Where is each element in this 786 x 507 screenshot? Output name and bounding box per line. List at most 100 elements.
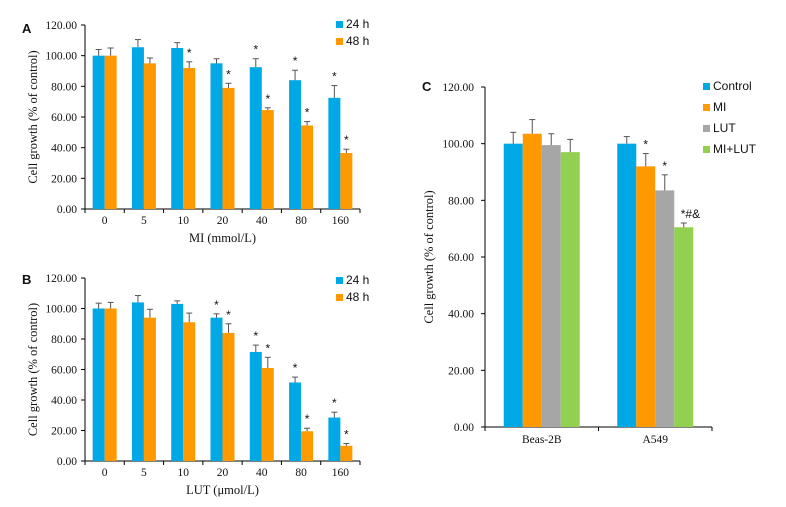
- x-tick-label-c-1: A549: [642, 434, 668, 446]
- y-tick-label-c-3: 60.00: [448, 252, 474, 264]
- bar-a-s0-c4: [249, 67, 262, 210]
- y-axis-title-c: Cell growth (% of control): [422, 190, 436, 323]
- y-tick-label-c-6: 120.00: [442, 82, 474, 94]
- bar-a-s0-c2: [171, 48, 184, 209]
- bar-a-s0-c0: [92, 55, 105, 209]
- x-tick-label-a-2: 10: [177, 215, 189, 227]
- significance-mark-b-s1-c3: *: [226, 308, 231, 322]
- y-tick-label-b-1: 20.00: [51, 426, 77, 438]
- x-tick-label-b-5: 80: [295, 467, 307, 479]
- bar-b-s1-c1: [143, 317, 156, 461]
- y-tick-label-a-3: 60.00: [51, 112, 77, 124]
- bar-a-s1-c0: [104, 55, 117, 209]
- bar-b-s0-c3: [210, 317, 223, 461]
- x-tick-label-b-6: 160: [332, 467, 350, 479]
- panel-label-b: B: [22, 272, 31, 287]
- x-tick-label-b-1: 5: [141, 467, 147, 479]
- bar-b-s0-c0: [92, 308, 105, 461]
- y-tick-label-c-2: 40.00: [448, 309, 474, 321]
- x-axis-title-b: LUT (μmol/L): [186, 483, 259, 497]
- bar-a-s1-c3: [222, 87, 235, 209]
- bar-b-s1-c0: [104, 308, 117, 461]
- panel-label-c: C: [422, 79, 432, 94]
- bar-c-s1-c1: [636, 166, 656, 428]
- significance-mark-b-s0-c6: *: [332, 396, 337, 410]
- legend-swatch-c-0: [703, 83, 710, 90]
- significance-mark-a-s0-c6: *: [332, 70, 337, 84]
- x-tick-label-b-4: 40: [256, 467, 268, 479]
- y-axis-title-a: Cell growth (% of control): [26, 50, 40, 183]
- legend-swatch-a-1: [336, 38, 343, 45]
- bar-a-s0-c3: [210, 63, 223, 210]
- y-tick-label-a-0: 0.00: [57, 204, 77, 216]
- significance-mark-c-s3-c1: *#&: [681, 207, 700, 221]
- y-tick-label-c-1: 20.00: [448, 365, 474, 377]
- bar-b-s1-c3: [222, 332, 235, 461]
- y-tick-label-a-2: 40.00: [51, 143, 77, 155]
- bar-b-s0-c2: [171, 303, 184, 461]
- significance-mark-c-s2-c1: *: [662, 159, 667, 173]
- y-tick-label-a-4: 80.00: [51, 81, 77, 93]
- legend-swatch-b-0: [336, 277, 343, 284]
- bar-c-s1-c0: [522, 133, 542, 427]
- legend-label-c-2: LUT: [713, 121, 736, 135]
- significance-mark-a-s1-c6: *: [344, 133, 349, 147]
- legend-label-c-0: Control: [713, 79, 752, 93]
- x-tick-label-b-0: 0: [102, 467, 108, 479]
- bar-c-s2-c0: [541, 145, 561, 428]
- bar-b-s0-c1: [131, 302, 144, 461]
- bar-c-s3-c1: [674, 227, 694, 427]
- bar-a-s1-c4: [261, 110, 274, 209]
- significance-mark-b-s1-c5: *: [305, 412, 310, 426]
- panel-label-a: A: [22, 21, 32, 36]
- y-tick-label-b-3: 60.00: [51, 365, 77, 377]
- significance-mark-a-s1-c5: *: [305, 106, 310, 120]
- significance-mark-b-s1-c6: *: [344, 427, 349, 441]
- bar-b-s0-c6: [328, 417, 341, 461]
- bar-b-s0-c5: [289, 382, 302, 461]
- bar-a-s1-c2: [183, 67, 196, 209]
- x-axis-title-a: MI (mmol/L): [189, 231, 256, 245]
- bar-a-s1-c5: [301, 125, 314, 209]
- y-tick-label-c-0: 0.00: [454, 422, 474, 434]
- x-tick-label-a-1: 5: [141, 215, 147, 227]
- significance-mark-a-s1-c2: *: [187, 46, 192, 60]
- bar-c-s3-c0: [560, 152, 580, 427]
- x-tick-label-b-2: 10: [177, 467, 189, 479]
- x-tick-label-a-5: 80: [295, 215, 307, 227]
- y-tick-label-c-5: 100.00: [442, 139, 474, 151]
- y-axis-title-b: Cell growth (% of control): [26, 303, 40, 436]
- significance-mark-c-s1-c1: *: [643, 138, 648, 152]
- legend-label-c-3: MI+LUT: [713, 142, 757, 156]
- bar-b-s1-c5: [301, 431, 314, 461]
- significance-mark-b-s0-c3: *: [214, 298, 219, 312]
- y-tick-label-b-0: 0.00: [57, 456, 77, 468]
- bar-b-s0-c4: [249, 351, 262, 461]
- bar-b-s1-c2: [183, 322, 196, 461]
- y-tick-label-a-5: 100.00: [45, 51, 77, 63]
- significance-mark-a-s0-c4: *: [253, 43, 258, 57]
- significance-mark-b-s0-c4: *: [253, 329, 258, 343]
- significance-mark-b-s1-c4: *: [265, 341, 270, 355]
- x-tick-label-a-0: 0: [102, 215, 108, 227]
- bar-c-s2-c1: [655, 190, 675, 427]
- bar-b-s1-c4: [261, 367, 274, 461]
- x-tick-label-a-6: 160: [332, 215, 350, 227]
- legend-label-a-1: 48 h: [346, 34, 369, 48]
- y-tick-label-b-5: 100.00: [45, 304, 77, 316]
- bar-b-s1-c6: [340, 445, 353, 461]
- legend-label-c-1: MI: [713, 100, 726, 114]
- bar-c-s0-c1: [617, 143, 637, 427]
- x-tick-label-c-0: Beas-2B: [522, 434, 562, 446]
- bar-a-s0-c5: [289, 80, 302, 209]
- y-tick-label-b-6: 120.00: [45, 273, 77, 285]
- bar-c-s0-c0: [503, 143, 523, 427]
- significance-mark-b-s0-c5: *: [293, 361, 298, 375]
- legend-label-a-0: 24 h: [346, 17, 369, 31]
- bar-a-s0-c6: [328, 97, 341, 209]
- x-tick-label-a-4: 40: [256, 215, 268, 227]
- significance-mark-a-s1-c3: *: [226, 67, 231, 81]
- bar-a-s0-c1: [131, 47, 144, 209]
- y-tick-label-b-4: 80.00: [51, 334, 77, 346]
